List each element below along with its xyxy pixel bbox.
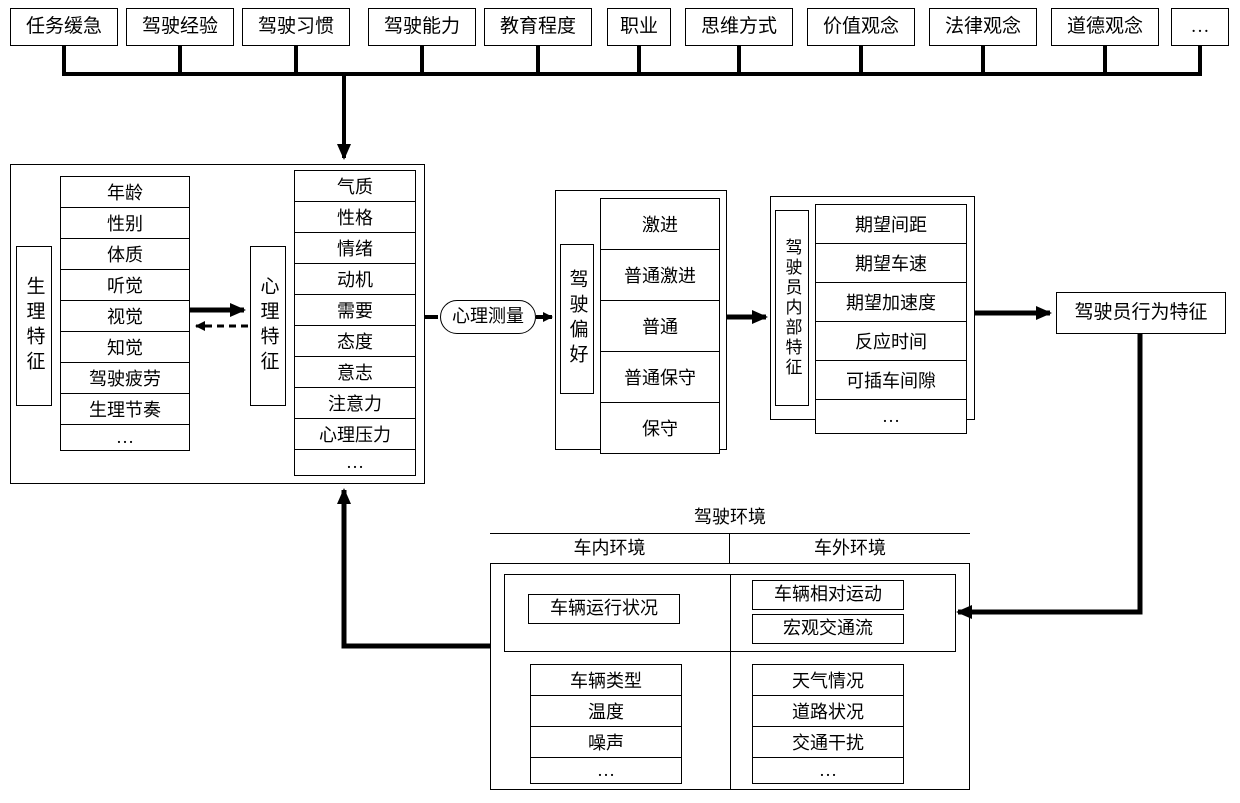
list-item: 意志 <box>294 357 416 388</box>
env-vehicle-status: 车辆运行状况 <box>528 594 680 624</box>
list-item: 保守 <box>600 402 720 454</box>
list-item: 可插车间隙 <box>815 361 967 400</box>
preference-title: 驾驶偏好 <box>560 244 594 394</box>
preference-list: 激进 普通激进 普通 普通保守 保守 <box>600 198 720 454</box>
list-item: 体质 <box>60 239 190 270</box>
list-item: … <box>815 400 967 434</box>
list-item: 生理节奏 <box>60 394 190 425</box>
list-item: 态度 <box>294 326 416 357</box>
psychological-list: 气质 性格 情绪 动机 需要 态度 意志 注意力 心理压力 … <box>294 170 416 476</box>
env-vehicle-motion: 车辆相对运动 <box>752 580 904 610</box>
list-item: 驾驶疲劳 <box>60 363 190 394</box>
list-item: 道路状况 <box>752 696 904 727</box>
env-outside-title: 车外环境 <box>730 534 970 564</box>
list-item: 普通激进 <box>600 249 720 300</box>
list-item: 视觉 <box>60 301 190 332</box>
list-item: 需要 <box>294 295 416 326</box>
list-item: 交通干扰 <box>752 727 904 758</box>
top-item: 思维方式 <box>685 8 793 46</box>
list-item: 年龄 <box>60 176 190 208</box>
list-item: 听觉 <box>60 270 190 301</box>
measure-label: 心理测量 <box>440 300 536 334</box>
env-inside-title: 车内环境 <box>490 534 730 564</box>
list-item: 情绪 <box>294 233 416 264</box>
list-item: 性别 <box>60 208 190 239</box>
list-item: 心理压力 <box>294 419 416 450</box>
list-item: 气质 <box>294 170 416 202</box>
list-item: 噪声 <box>530 727 682 758</box>
env-outside-list: 天气情况 道路状况 交通干扰 … <box>752 664 904 784</box>
list-item: 普通 <box>600 300 720 351</box>
top-item: 驾驶习惯 <box>242 8 350 46</box>
list-item: 性格 <box>294 202 416 233</box>
top-item: 职业 <box>607 8 671 46</box>
internal-list: 期望间距 期望车速 期望加速度 反应时间 可插车间隙 … <box>815 204 967 434</box>
list-item: 动机 <box>294 264 416 295</box>
env-traffic-flow: 宏观交通流 <box>752 614 904 644</box>
env-title: 驾驶环境 <box>490 502 970 534</box>
top-item: 法律观念 <box>929 8 1037 46</box>
top-item: 价值观念 <box>807 8 915 46</box>
physiological-title: 生理特征 <box>16 246 52 406</box>
list-item: 普通保守 <box>600 351 720 402</box>
list-item: 反应时间 <box>815 322 967 361</box>
physiological-list: 年龄 性别 体质 听觉 视觉 知觉 驾驶疲劳 生理节奏 … <box>60 176 190 451</box>
list-item: 期望车速 <box>815 244 967 283</box>
psychological-title: 心理特征 <box>250 246 286 406</box>
list-item: … <box>294 450 416 476</box>
top-item: 教育程度 <box>484 8 592 46</box>
list-item: … <box>60 425 190 451</box>
top-item: 驾驶能力 <box>368 8 476 46</box>
top-item: 道德观念 <box>1051 8 1159 46</box>
list-item: 温度 <box>530 696 682 727</box>
list-item: 车辆类型 <box>530 664 682 696</box>
list-item: 激进 <box>600 198 720 249</box>
list-item: 期望间距 <box>815 204 967 244</box>
top-item: 驾驶经验 <box>126 8 234 46</box>
list-item: … <box>752 758 904 784</box>
list-item: 天气情况 <box>752 664 904 696</box>
list-item: 知觉 <box>60 332 190 363</box>
list-item: 期望加速度 <box>815 283 967 322</box>
behavior-box: 驾驶员行为特征 <box>1056 292 1226 334</box>
internal-title: 驾驶员内部特征 <box>775 210 809 406</box>
list-item: … <box>530 758 682 784</box>
env-inside-list: 车辆类型 温度 噪声 … <box>530 664 682 784</box>
top-item: 任务缓急 <box>10 8 118 46</box>
top-item-more: … <box>1171 8 1229 46</box>
list-item: 注意力 <box>294 388 416 419</box>
